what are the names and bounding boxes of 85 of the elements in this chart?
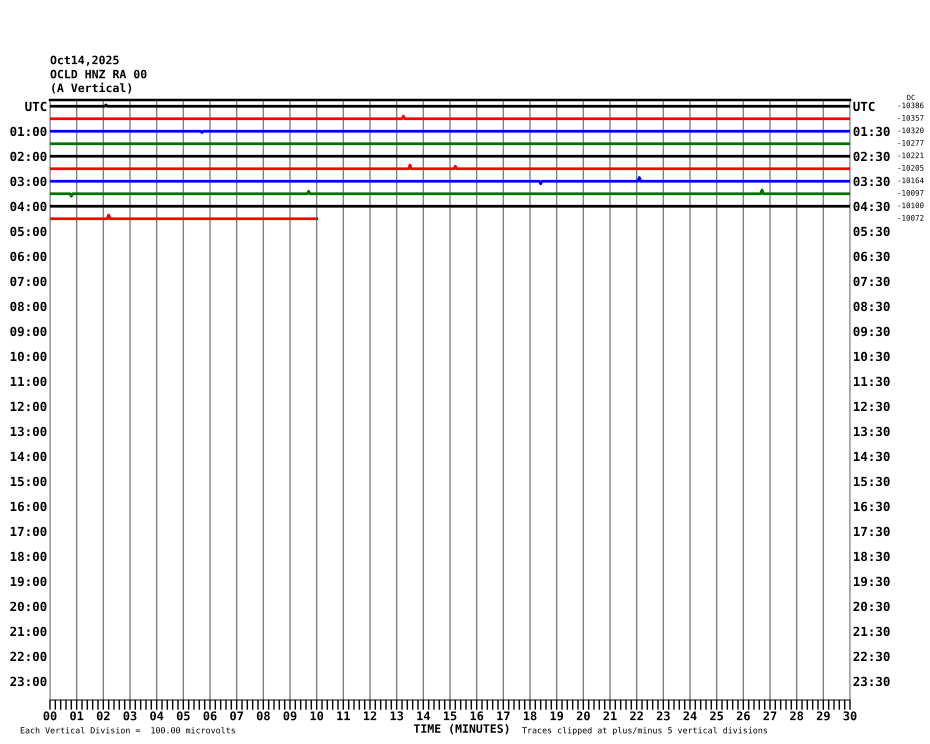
x-tick-label: 01	[70, 711, 84, 720]
y-tick-label: 08:00	[10, 302, 46, 312]
y2-tick-label: 08:30	[854, 302, 890, 312]
y-tick-label: 10:00	[10, 352, 46, 362]
x-tick-label: 29	[816, 711, 830, 720]
y2-tick-label: 21:30	[853, 626, 890, 636]
y2-tick-label: 23:30	[853, 676, 890, 686]
y2-tick-label: 16:30	[854, 502, 890, 512]
y2-tick-label: 19:30	[854, 576, 890, 586]
y2-tick-label: UTC	[853, 102, 874, 112]
y-tick-label: 20:00	[10, 602, 46, 612]
chart-subtitle: OCLD HNZ RA 00 (A Vertical)	[50, 70, 146, 94]
x-tick-label: 11	[337, 711, 350, 720]
y-tick-label: 03:00	[10, 176, 46, 186]
x-tick-label: 08	[256, 711, 270, 720]
x-tick-label: 28	[790, 711, 804, 720]
y-tick-label: 18:00	[10, 552, 46, 562]
y2-tick-label: 01:30	[854, 126, 890, 136]
y-tick-label: 01:00	[10, 126, 46, 136]
x-tick-label: 10	[310, 711, 324, 720]
x-tick-label: 21	[603, 711, 617, 720]
y2-tick-label: 04:30	[854, 202, 890, 212]
x-tick-label: 05	[176, 711, 190, 720]
y-tick-label: 23:00	[10, 676, 46, 686]
y-tick-label: 17:00	[10, 526, 46, 536]
x-tick-label: 07	[230, 711, 243, 720]
y2-tick-label: 11:30	[854, 376, 890, 386]
x-tick-label: 16	[470, 711, 484, 720]
y2-tick-label: 06:30	[854, 252, 890, 262]
y-tick-label: 13:00	[10, 426, 46, 436]
x-tick-label: 19	[550, 711, 564, 720]
x-tick-label: 18	[524, 711, 536, 720]
line-series	[50, 188, 850, 198]
y-tick-label: 12:00	[10, 402, 46, 412]
y2-tick-label: 14:30	[854, 452, 890, 462]
x-tick-label: 23	[656, 711, 670, 720]
y2-tick-label: 20:30	[853, 602, 890, 612]
y2-tick-label: 07:30	[854, 276, 890, 286]
y-tick-label: 04:00	[10, 202, 46, 212]
x-tick-label: 22	[630, 711, 643, 720]
y-tick-label: 09:00	[10, 326, 46, 336]
y2-tick-label: 12:30	[854, 402, 890, 412]
y-tick-label: 06:00	[10, 252, 46, 262]
y-tick-label: 14:00	[10, 452, 46, 462]
text: Traces clipped at plus/minus 5 vertical divisions	[522, 726, 768, 736]
y-tick-label: 07:00	[10, 276, 46, 286]
y2-tick-label: 03:30	[854, 176, 890, 186]
y2-tick-label: 02:30	[854, 152, 890, 162]
x-axis-title: TIME (MINUTES)	[414, 724, 508, 734]
x-tick-label: 27	[763, 711, 776, 720]
x-tick-label: 02	[96, 711, 110, 720]
x-tick-label: 15	[444, 711, 456, 720]
y-tick-label: 15:00	[10, 476, 46, 486]
y2-tick-label: 05:30	[854, 226, 890, 236]
y2-tick-label: 10:30	[854, 352, 890, 362]
x-tick-label: 13	[390, 711, 404, 720]
x-tick-label: 09	[284, 711, 296, 720]
y-tick-label: 02:00	[10, 152, 46, 162]
x-tick-label: 25	[710, 711, 724, 720]
x-tick-label: 12	[364, 711, 376, 720]
x-tick-label: 20	[576, 711, 590, 720]
x-tick-label: 14	[417, 711, 430, 720]
text: Each Vertical Division = 100.00 microvolts	[20, 726, 235, 734]
y-tick-label: 22:00	[10, 652, 46, 662]
y-tick-label: 21:00	[10, 626, 46, 636]
y2-tick-label: 15:30	[854, 476, 890, 486]
y2-tick-label: 22:30	[853, 652, 890, 662]
y-tick-label: UTC	[25, 102, 46, 112]
y2-tick-label: 13:30	[854, 426, 890, 436]
y2-tick-label: 09:30	[854, 326, 890, 336]
y2-tick-label: 18:30	[854, 552, 890, 562]
x-tick-label: 04	[150, 711, 164, 720]
x-tick-label: 17	[497, 711, 510, 720]
x-tick-label: 26	[736, 711, 750, 720]
x-tick-label: 03	[124, 711, 136, 720]
y-tick-label: 11:00	[10, 376, 46, 386]
x-tick-label: 30	[844, 711, 856, 720]
y-tick-label: 16:00	[10, 502, 46, 512]
chart-title: Oct14,2025	[50, 56, 119, 66]
x-tick-label: 06	[204, 711, 217, 720]
y-tick-label: 19:00	[10, 576, 46, 586]
x-tick-label: 24	[683, 711, 697, 720]
y-tick-label: 05:00	[10, 226, 46, 236]
y2-tick-label: 17:30	[854, 526, 890, 536]
x-tick-label: 00	[44, 711, 56, 720]
